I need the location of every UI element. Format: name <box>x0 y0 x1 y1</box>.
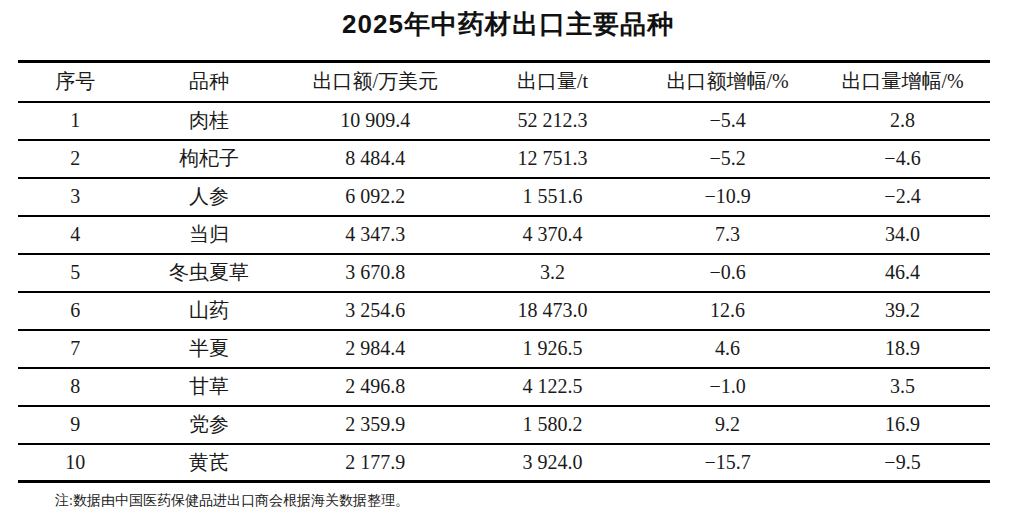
table-cell: 4 370.4 <box>465 216 640 254</box>
table-cell: 2.8 <box>815 102 990 140</box>
table-row: 8甘草2 496.84 122.5−1.03.5 <box>18 368 990 406</box>
col-header-variety: 品种 <box>133 62 286 102</box>
table-cell: 10 909.4 <box>285 102 465 140</box>
table-cell: 3 <box>18 178 133 216</box>
table-cell: 山药 <box>133 292 286 330</box>
table-cell: 6 092.2 <box>285 178 465 216</box>
table-cell: 4.6 <box>640 330 815 368</box>
col-header-export-value: 出口额/万美元 <box>285 62 465 102</box>
table-row: 9党参2 359.91 580.29.216.9 <box>18 406 990 444</box>
col-header-index: 序号 <box>18 62 133 102</box>
export-table: 序号 品种 出口额/万美元 出口量/t 出口额增幅/% 出口量增幅/% 1肉桂1… <box>18 60 990 483</box>
page: 2025年中药材出口主要品种 序号 品种 出口额/万美元 出口量/t 出口额增幅… <box>0 0 1016 517</box>
table-cell: 18.9 <box>815 330 990 368</box>
table-body: 1肉桂10 909.452 212.3−5.42.82枸杞子8 484.412 … <box>18 102 990 482</box>
table-row: 7半夏2 984.41 926.54.618.9 <box>18 330 990 368</box>
table-cell: 肉桂 <box>133 102 286 140</box>
table-cell: 2 177.9 <box>285 444 465 482</box>
table-cell: 1 580.2 <box>465 406 640 444</box>
table-cell: −4.6 <box>815 140 990 178</box>
table-cell: 34.0 <box>815 216 990 254</box>
table-cell: 39.2 <box>815 292 990 330</box>
table-cell: 3 254.6 <box>285 292 465 330</box>
table-cell: 9 <box>18 406 133 444</box>
table-cell: 枸杞子 <box>133 140 286 178</box>
table-cell: −9.5 <box>815 444 990 482</box>
table-row: 4当归4 347.34 370.47.334.0 <box>18 216 990 254</box>
table-cell: 5 <box>18 254 133 292</box>
table-cell: 7 <box>18 330 133 368</box>
table-cell: −10.9 <box>640 178 815 216</box>
table-cell: 当归 <box>133 216 286 254</box>
table-row: 2枸杞子8 484.412 751.3−5.2−4.6 <box>18 140 990 178</box>
table-cell: 4 <box>18 216 133 254</box>
page-title: 2025年中药材出口主要品种 <box>0 0 1016 40</box>
table-cell: 8 484.4 <box>285 140 465 178</box>
table-cell: 18 473.0 <box>465 292 640 330</box>
table-cell: 12.6 <box>640 292 815 330</box>
table-cell: −5.4 <box>640 102 815 140</box>
table-cell: −2.4 <box>815 178 990 216</box>
table-cell: 3.2 <box>465 254 640 292</box>
table-cell: 2 <box>18 140 133 178</box>
table-cell: 2 496.8 <box>285 368 465 406</box>
col-header-value-growth: 出口额增幅/% <box>640 62 815 102</box>
table-cell: 3.5 <box>815 368 990 406</box>
table-cell: 半夏 <box>133 330 286 368</box>
table-cell: 3 924.0 <box>465 444 640 482</box>
table-cell: 10 <box>18 444 133 482</box>
table-row: 5冬虫夏草3 670.83.2−0.646.4 <box>18 254 990 292</box>
table-cell: 6 <box>18 292 133 330</box>
col-header-export-volume: 出口量/t <box>465 62 640 102</box>
table-cell: 冬虫夏草 <box>133 254 286 292</box>
table-cell: −1.0 <box>640 368 815 406</box>
table-cell: −0.6 <box>640 254 815 292</box>
table-row: 10黄芪2 177.93 924.0−15.7−9.5 <box>18 444 990 482</box>
table-cell: −15.7 <box>640 444 815 482</box>
table-header: 序号 品种 出口额/万美元 出口量/t 出口额增幅/% 出口量增幅/% <box>18 62 990 102</box>
table-cell: 8 <box>18 368 133 406</box>
table-cell: 7.3 <box>640 216 815 254</box>
table-cell: 黄芪 <box>133 444 286 482</box>
table-cell: 9.2 <box>640 406 815 444</box>
table-cell: 46.4 <box>815 254 990 292</box>
table-cell: 甘草 <box>133 368 286 406</box>
table-cell: 2 984.4 <box>285 330 465 368</box>
table-row: 1肉桂10 909.452 212.3−5.42.8 <box>18 102 990 140</box>
table-cell: 4 347.3 <box>285 216 465 254</box>
table-cell: 2 359.9 <box>285 406 465 444</box>
table-cell: 16.9 <box>815 406 990 444</box>
table-cell: 1 <box>18 102 133 140</box>
table-row: 6山药3 254.618 473.012.639.2 <box>18 292 990 330</box>
table-cell: 12 751.3 <box>465 140 640 178</box>
table-cell: 52 212.3 <box>465 102 640 140</box>
table-note: 注:数据由中国医药保健品进出口商会根据海关数据整理。 <box>55 492 1016 510</box>
table-cell: −5.2 <box>640 140 815 178</box>
table-cell: 1 551.6 <box>465 178 640 216</box>
table-cell: 1 926.5 <box>465 330 640 368</box>
table-row: 3人参6 092.21 551.6−10.9−2.4 <box>18 178 990 216</box>
table-cell: 人参 <box>133 178 286 216</box>
table-cell: 党参 <box>133 406 286 444</box>
table-cell: 4 122.5 <box>465 368 640 406</box>
table-header-row: 序号 品种 出口额/万美元 出口量/t 出口额增幅/% 出口量增幅/% <box>18 62 990 102</box>
table-cell: 3 670.8 <box>285 254 465 292</box>
col-header-volume-growth: 出口量增幅/% <box>815 62 990 102</box>
